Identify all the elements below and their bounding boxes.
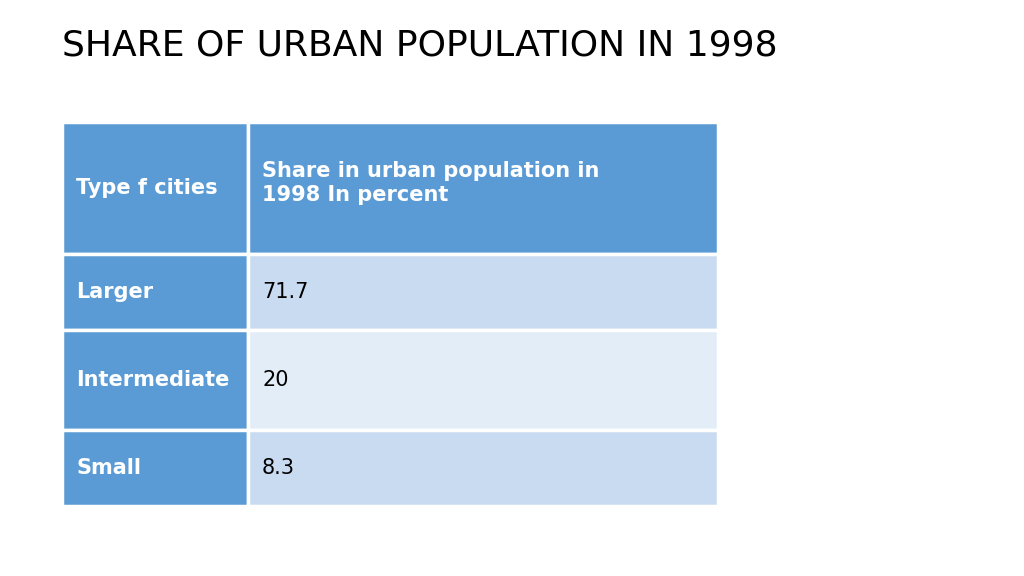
- Bar: [248, 122, 718, 254]
- Bar: [62, 330, 248, 430]
- Text: Share in urban population in
1998 In percent: Share in urban population in 1998 In per…: [262, 161, 599, 204]
- Text: Small: Small: [76, 458, 141, 478]
- Text: Larger: Larger: [76, 282, 154, 302]
- Bar: [248, 430, 718, 506]
- Text: SHARE OF URBAN POPULATION IN 1998: SHARE OF URBAN POPULATION IN 1998: [62, 28, 777, 62]
- Bar: [62, 254, 248, 330]
- Bar: [248, 330, 718, 430]
- Bar: [62, 122, 248, 254]
- Text: Type f cities: Type f cities: [76, 178, 218, 198]
- Text: Intermediate: Intermediate: [76, 370, 229, 390]
- Text: 20: 20: [262, 370, 289, 390]
- Bar: [62, 430, 248, 506]
- Bar: [248, 254, 718, 330]
- Text: 8.3: 8.3: [262, 458, 295, 478]
- Text: 71.7: 71.7: [262, 282, 308, 302]
